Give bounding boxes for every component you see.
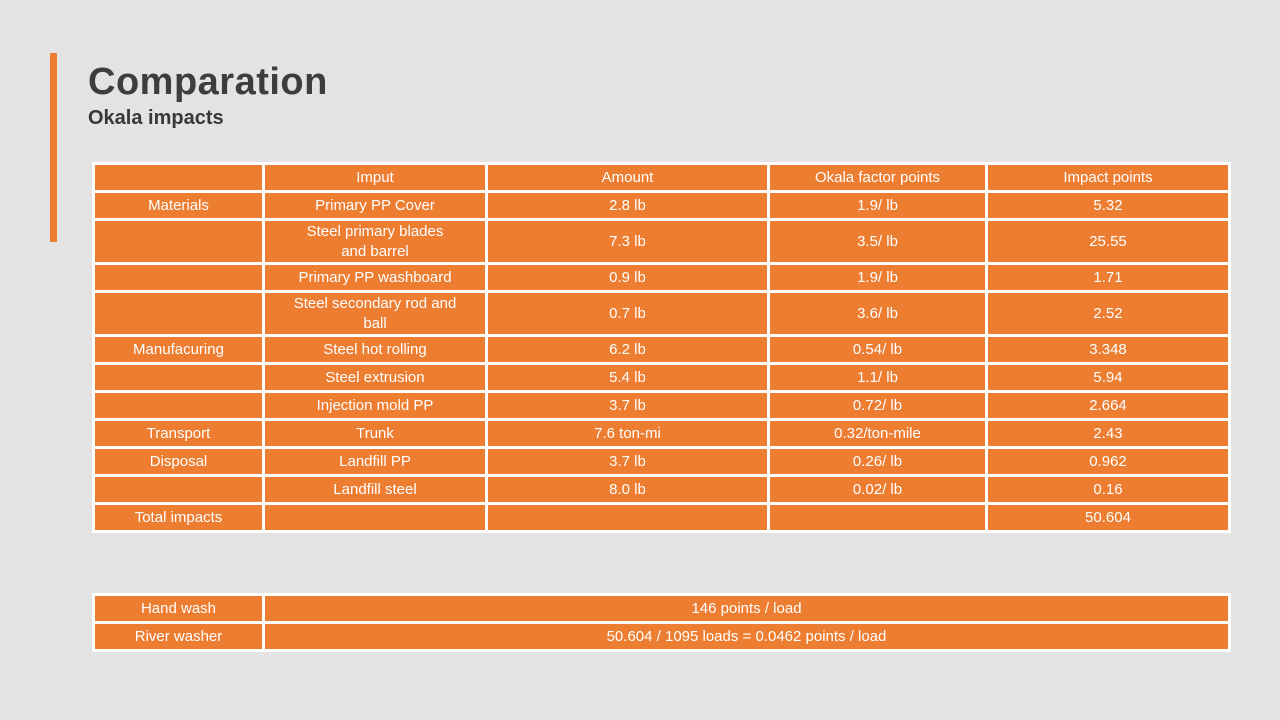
table-cell: Disposal xyxy=(92,446,265,477)
table-cell xyxy=(262,502,488,533)
table-cell: Hand wash xyxy=(92,593,265,624)
table-cell: Total impacts xyxy=(92,502,265,533)
table-cell: River washer xyxy=(92,621,265,652)
header-cell: Impact points xyxy=(985,162,1231,193)
header-row: Imput Amount Okala factor points Impact poi… xyxy=(92,162,1231,193)
table-cell: 0.16 xyxy=(985,474,1231,505)
table-cell: 0.9 lb xyxy=(485,262,770,293)
table-cell: Steel hot rolling xyxy=(262,334,488,365)
title-block: Comparation Okala impacts xyxy=(88,60,328,130)
table-cell: Steel primary blades and barrel xyxy=(262,218,488,265)
table-cell: 146 points / load xyxy=(262,593,1231,624)
table-row: Transport Trunk 7.6 ton-mi 0.32/ton-mile 2.4… xyxy=(92,418,1231,449)
summary-table: Hand wash 146 points / load River washer 50… xyxy=(92,593,1231,652)
table-cell: Manufacuring xyxy=(92,334,265,365)
table-cell: Injection mold PP xyxy=(262,390,488,421)
table-cell: 3.5/ lb xyxy=(767,218,988,265)
main-table: Imput Amount Okala factor points Impact poi… xyxy=(92,162,1231,533)
table-cell: 0.32/ton-mile xyxy=(767,418,988,449)
table-row: Total impacts 50.604 xyxy=(92,502,1231,533)
table-cell: Materials xyxy=(92,190,265,221)
table-cell xyxy=(92,390,265,421)
table-cell: 8.0 lb xyxy=(485,474,770,505)
table-cell: 7.3 lb xyxy=(485,218,770,265)
table-cell: 5.4 lb xyxy=(485,362,770,393)
table-cell: 50.604 xyxy=(985,502,1231,533)
table-cell: 3.6/ lb xyxy=(767,290,988,337)
table-cell: 0.7 lb xyxy=(485,290,770,337)
table-cell: 2.8 lb xyxy=(485,190,770,221)
header-cell: Imput xyxy=(262,162,488,193)
table-cell: 5.94 xyxy=(985,362,1231,393)
table-cell: 1.9/ lb xyxy=(767,190,988,221)
table-cell: Trunk xyxy=(262,418,488,449)
table-cell: 0.72/ lb xyxy=(767,390,988,421)
table-row: River washer 50.604 / 1095 loads = 0.0462… xyxy=(92,621,1231,652)
table-cell xyxy=(92,262,265,293)
table-cell: 1.71 xyxy=(985,262,1231,293)
table-cell: 25.55 xyxy=(985,218,1231,265)
table-cell: 0.54/ lb xyxy=(767,334,988,365)
table-cell: 50.604 / 1095 loads = 0.0462 points / lo… xyxy=(262,621,1231,652)
header-cell: Okala factor points xyxy=(767,162,988,193)
table-cell xyxy=(92,474,265,505)
table-cell xyxy=(92,362,265,393)
table-row: Steel primary blades and barrel 7.3 lb 3.5… xyxy=(92,218,1231,265)
table-row: Manufacuring Steel hot rolling 6.2 lb 0.54/… xyxy=(92,334,1231,365)
table-row: Injection mold PP 3.7 lb 0.72/ lb 2.664 xyxy=(92,390,1231,421)
table-cell: Steel secondary rod and ball xyxy=(262,290,488,337)
table-cell: 3.348 xyxy=(985,334,1231,365)
table-row: Primary PP washboard 0.9 lb 1.9/ lb 1.71 xyxy=(92,262,1231,293)
table-cell: Landfill PP xyxy=(262,446,488,477)
header-cell xyxy=(92,162,265,193)
page-title: Comparation xyxy=(88,61,328,103)
table-cell xyxy=(767,502,988,533)
table-cell: 2.43 xyxy=(985,418,1231,449)
table-cell: Transport xyxy=(92,418,265,449)
table-row: Materials Primary PP Cover 2.8 lb 1.9/ lb 5.… xyxy=(92,190,1231,221)
table-cell: Primary PP Cover xyxy=(262,190,488,221)
table-cell: Steel extrusion xyxy=(262,362,488,393)
table-row: Steel secondary rod and ball 0.7 lb 3.6/ l… xyxy=(92,290,1231,337)
table-cell xyxy=(485,502,770,533)
table-cell: Primary PP washboard xyxy=(262,262,488,293)
table-cell: 5.32 xyxy=(985,190,1231,221)
table-cell: 2.52 xyxy=(985,290,1231,337)
table-row: Landfill steel 8.0 lb 0.02/ lb 0.16 xyxy=(92,474,1231,505)
table-cell: 6.2 lb xyxy=(485,334,770,365)
table-cell xyxy=(92,218,265,265)
accent-bar xyxy=(50,53,57,242)
table-cell: 0.26/ lb xyxy=(767,446,988,477)
table-cell: Landfill steel xyxy=(262,474,488,505)
table-row: Steel extrusion 5.4 lb 1.1/ lb 5.94 xyxy=(92,362,1231,393)
table-cell: 0.02/ lb xyxy=(767,474,988,505)
table-cell: 7.6 ton-mi xyxy=(485,418,770,449)
table-cell: 3.7 lb xyxy=(485,446,770,477)
table-cell: 1.1/ lb xyxy=(767,362,988,393)
table-row: Hand wash 146 points / load xyxy=(92,593,1231,624)
header-cell: Amount xyxy=(485,162,770,193)
table-cell xyxy=(92,290,265,337)
table-cell: 3.7 lb xyxy=(485,390,770,421)
page-subtitle: Okala impacts xyxy=(88,107,224,129)
table-row: Disposal Landfill PP 3.7 lb 0.26/ lb 0.962 xyxy=(92,446,1231,477)
table-cell: 0.962 xyxy=(985,446,1231,477)
table-cell: 1.9/ lb xyxy=(767,262,988,293)
table-cell: 2.664 xyxy=(985,390,1231,421)
